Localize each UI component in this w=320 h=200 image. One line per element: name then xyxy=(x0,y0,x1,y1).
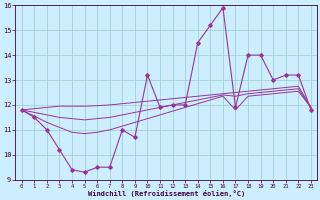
X-axis label: Windchill (Refroidissement éolien,°C): Windchill (Refroidissement éolien,°C) xyxy=(88,190,245,197)
